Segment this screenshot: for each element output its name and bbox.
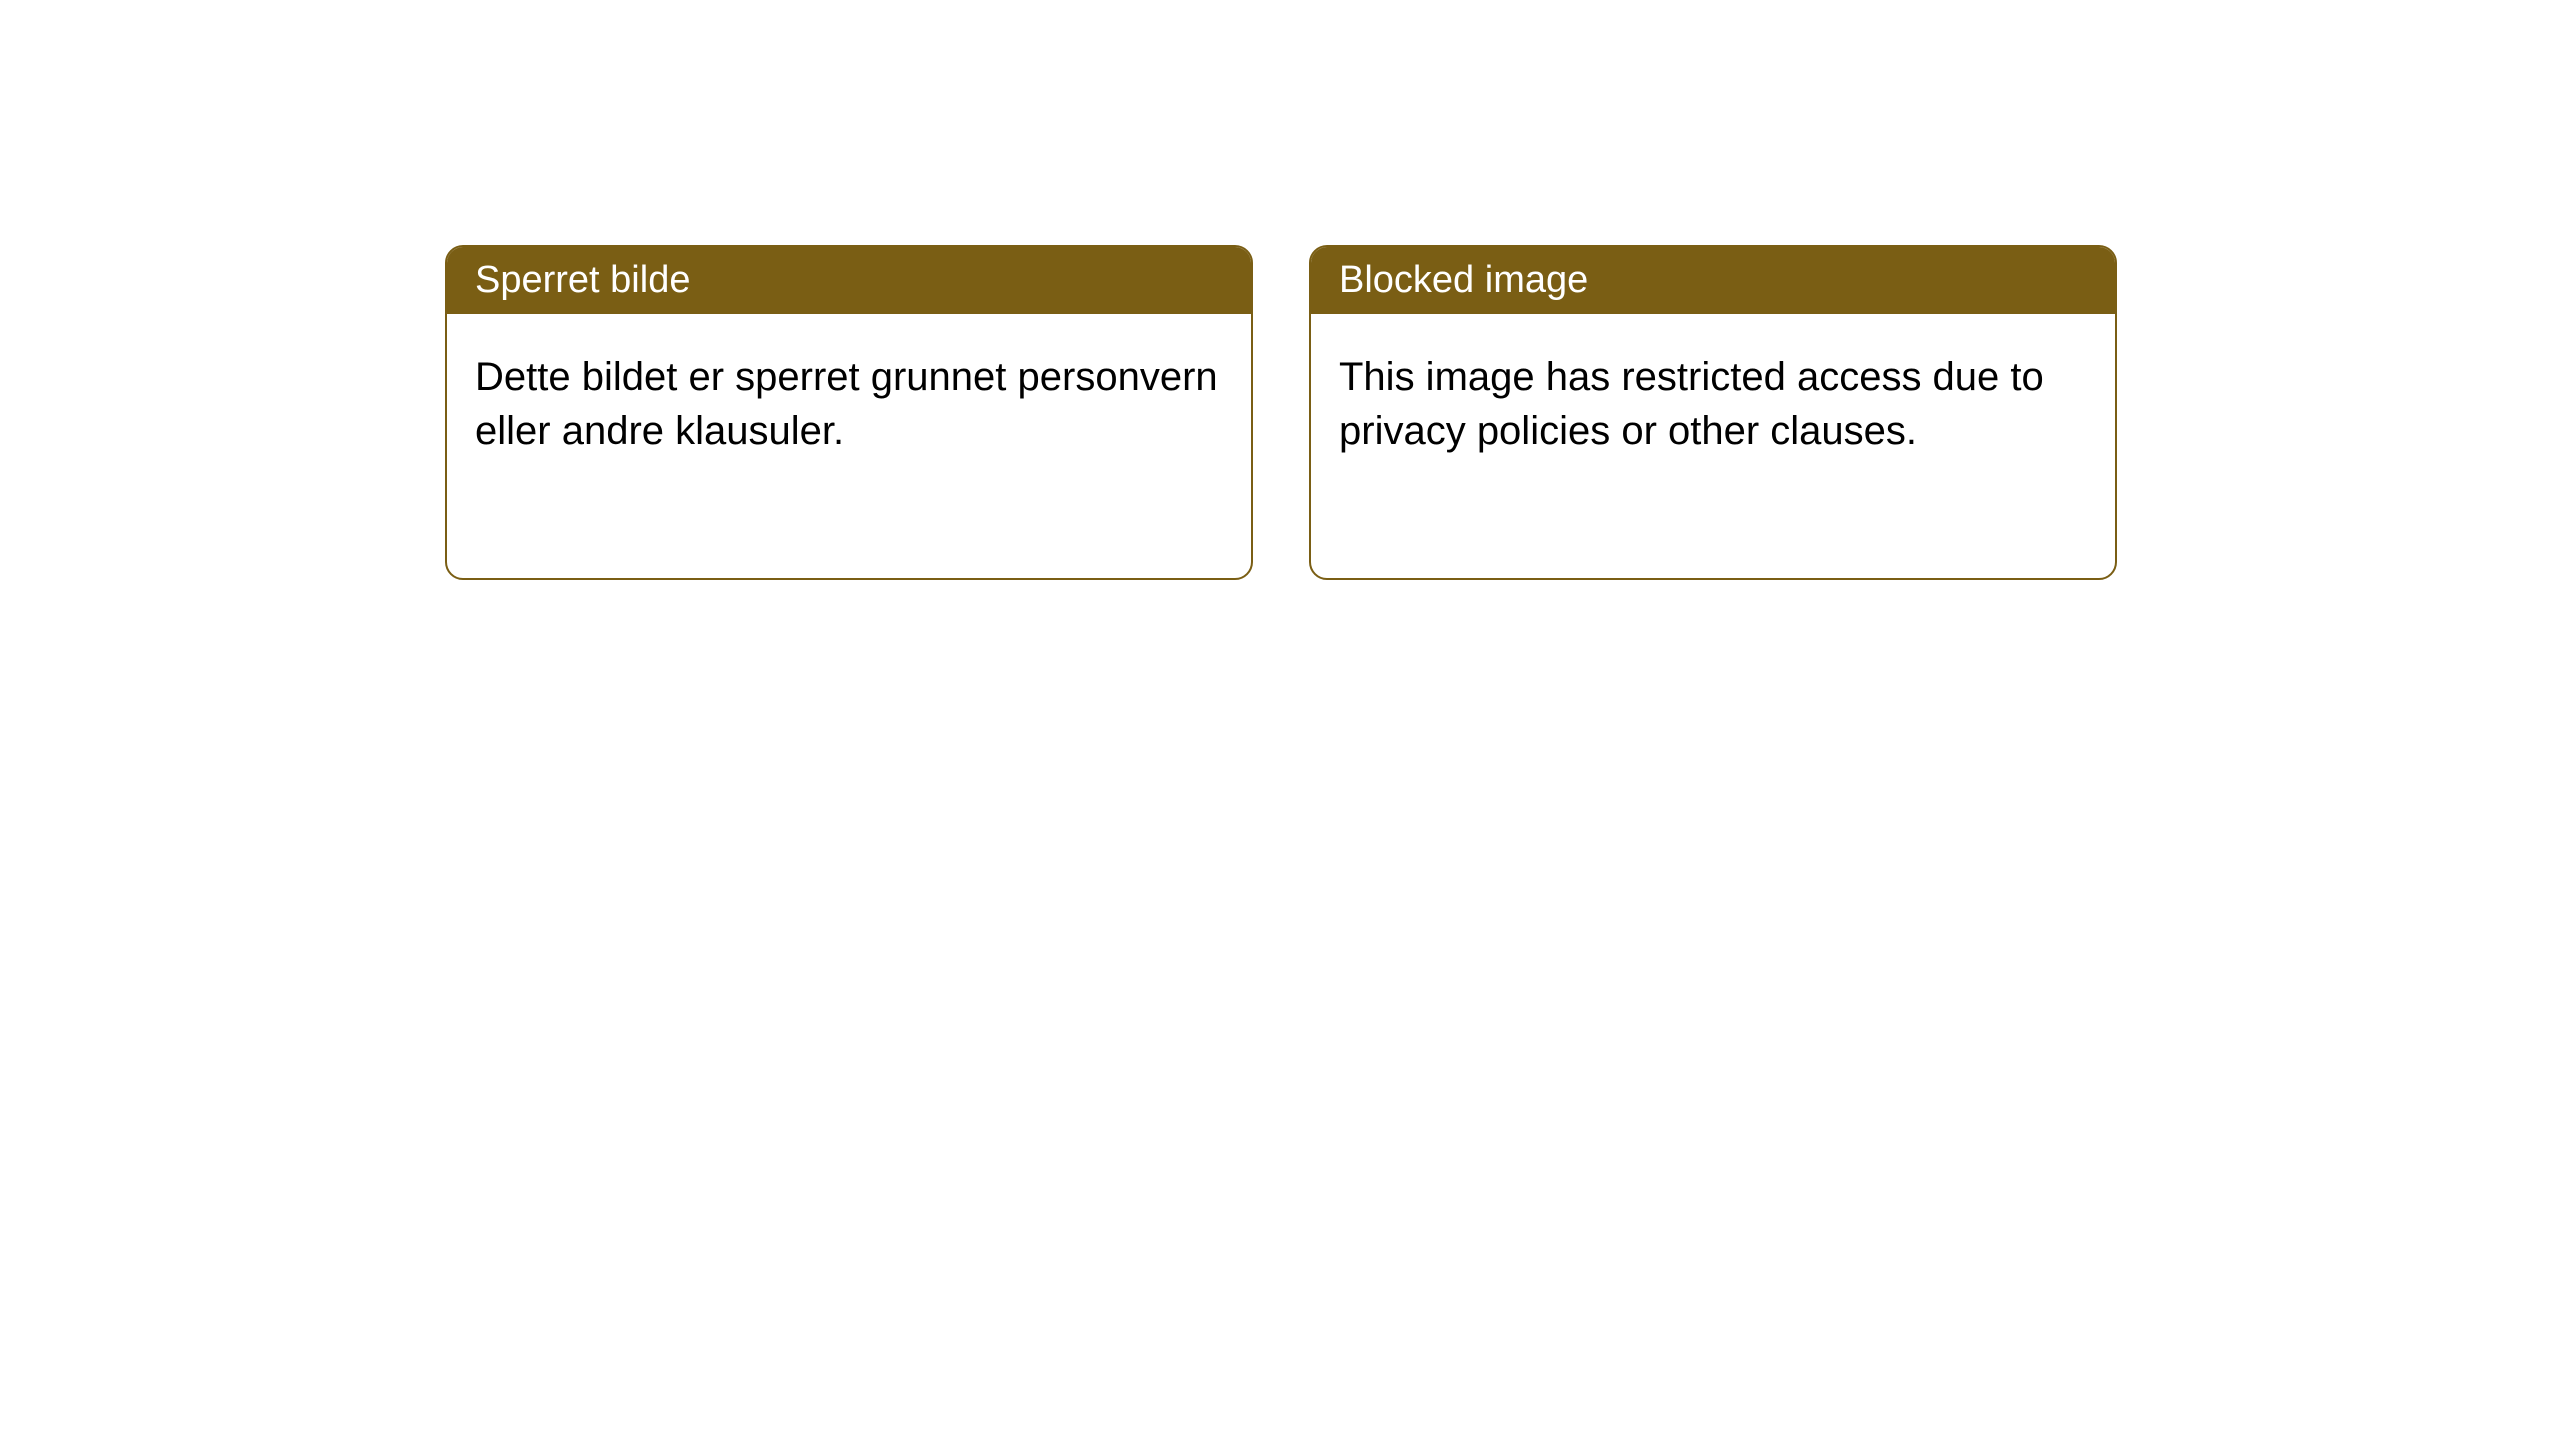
card-header: Blocked image [1311,247,2115,314]
notice-container: Sperret bilde Dette bildet er sperret gr… [0,0,2560,580]
notice-card-english: Blocked image This image has restricted … [1309,245,2117,580]
card-body-text: Dette bildet er sperret grunnet personve… [475,355,1218,453]
card-body-text: This image has restricted access due to … [1339,355,2044,453]
notice-card-norwegian: Sperret bilde Dette bildet er sperret gr… [445,245,1253,580]
card-header: Sperret bilde [447,247,1251,314]
card-body: Dette bildet er sperret grunnet personve… [447,314,1251,494]
card-body: This image has restricted access due to … [1311,314,2115,494]
card-title: Blocked image [1339,259,1588,301]
card-title: Sperret bilde [475,259,690,301]
